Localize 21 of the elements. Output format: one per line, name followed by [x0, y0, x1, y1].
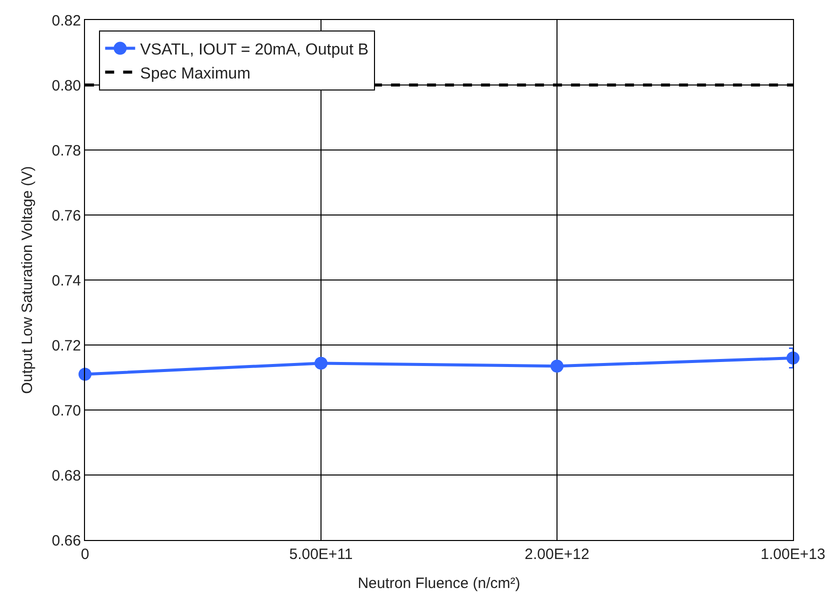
- y-axis-title: Output Low Saturation Voltage (V): [19, 166, 36, 394]
- x-tick-label: 2.00E+12: [524, 546, 590, 563]
- y-tick-label: 0.66: [52, 532, 81, 550]
- legend-label: VSATL, IOUT = 20mA, Output B: [140, 42, 369, 59]
- point: [786, 352, 800, 364]
- y-tick-label: 0.74: [52, 272, 81, 290]
- point: [78, 368, 92, 381]
- x-axis-title: Neutron Fluence (n/cm²): [358, 575, 520, 592]
- y-tick-label: 0.72: [52, 337, 81, 354]
- x-tick-label: 5.00E+11: [289, 546, 353, 563]
- y-tick-label: 0.76: [52, 207, 81, 224]
- legend-label: Spec Maximum: [140, 65, 250, 82]
- y-tick-label: 0.82: [52, 12, 81, 30]
- x-tick-label: 0: [80, 546, 90, 563]
- x-tick-label: 1.00E+13: [760, 546, 826, 563]
- y-tick-label: 0.78: [52, 142, 81, 160]
- point: [314, 356, 328, 370]
- point: [550, 360, 564, 373]
- y-tick-label: 0.68: [52, 467, 81, 484]
- y-tick-label: 0.70: [52, 402, 81, 420]
- y-tick-label: 0.80: [52, 77, 81, 94]
